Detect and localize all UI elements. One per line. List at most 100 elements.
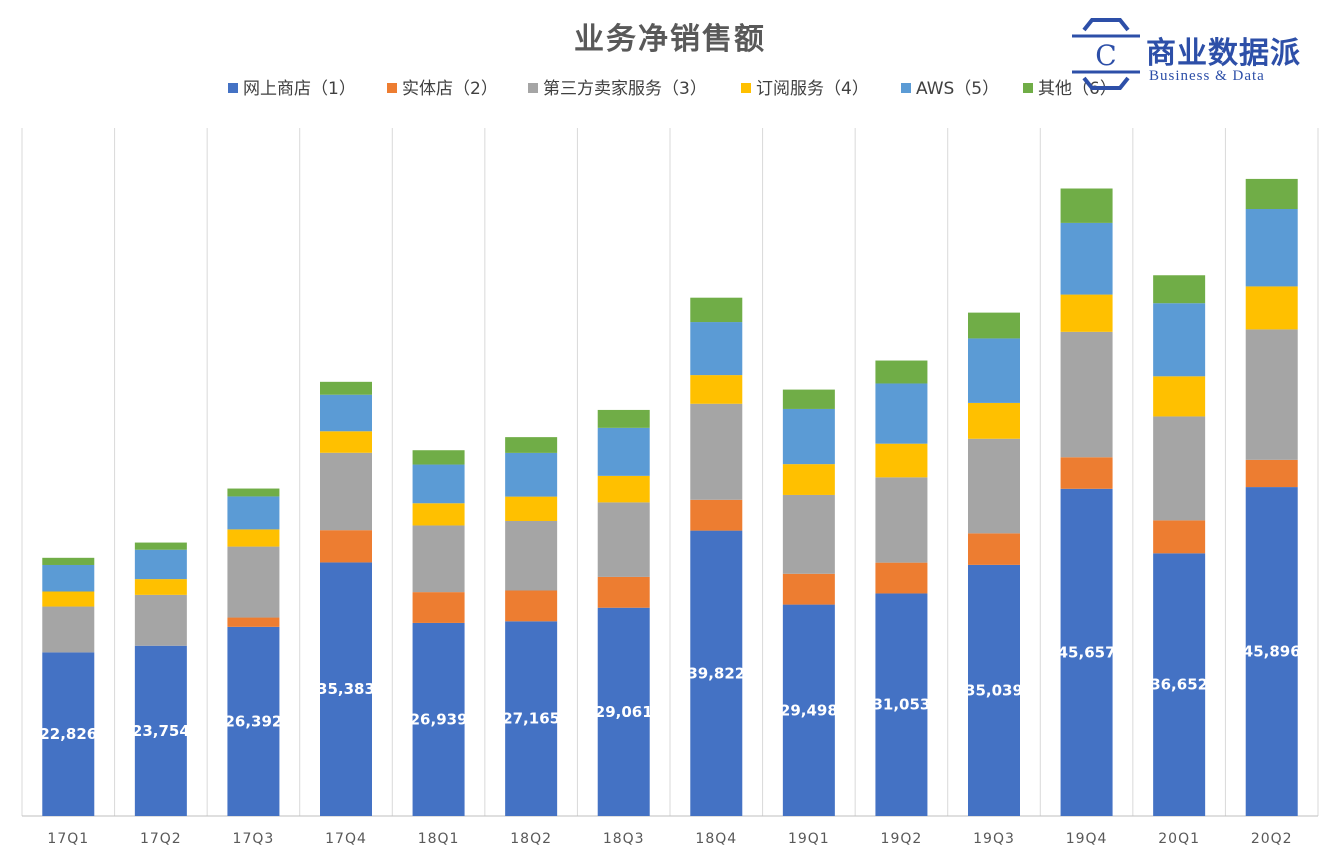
bar-segment-18Q4-s4 [690, 322, 743, 376]
bar-segment-20Q2-s3 [1245, 286, 1298, 330]
bar-segment-19Q2-s0 [875, 593, 928, 816]
bar-segment-18Q3-s2 [597, 502, 650, 577]
legend-label: 第三方卖家服务（3） [543, 79, 707, 99]
bar-segment-17Q1-s0 [42, 652, 95, 816]
legend-swatch-third-party-seller [528, 83, 538, 93]
bar-segment-18Q2-s4 [505, 452, 558, 497]
bar-segment-19Q2-s1 [875, 562, 928, 594]
bar-segment-17Q3-s5 [227, 488, 280, 497]
bar-segment-17Q1-s3 [42, 591, 95, 607]
legend-swatch-aws [901, 83, 911, 93]
bar-segment-17Q1-s2 [42, 606, 95, 653]
legend-item-aws: AWS（5） [901, 76, 999, 102]
bar-segment-17Q3-s3 [227, 529, 280, 547]
data-label-17Q1: 22,826 [39, 725, 97, 743]
legend-item-physical-stores: 实体店（2） [387, 76, 498, 102]
bar-segment-19Q4-s3 [1060, 294, 1113, 332]
legend-item-online-stores: 网上商店（1） [228, 76, 356, 102]
bar-segment-19Q2-s4 [875, 383, 928, 444]
data-label-17Q2: 23,754 [132, 722, 190, 740]
legend-swatch-online-stores [228, 83, 238, 93]
bar-segment-18Q3-s1 [597, 576, 650, 608]
bar-segment-19Q3-s1 [968, 533, 1020, 565]
bar-segment-20Q1-s2 [1153, 416, 1206, 521]
bar-segment-18Q1-s5 [412, 450, 465, 465]
legend-label: AWS（5） [916, 79, 1000, 99]
bar-segment-18Q3-s3 [597, 475, 650, 503]
bar-segment-19Q1-s0 [782, 604, 835, 816]
bar-segment-20Q2-s0 [1245, 487, 1298, 816]
bar-segment-19Q3-s0 [968, 564, 1020, 816]
bar-segment-19Q4-s4 [1060, 222, 1113, 295]
data-label-18Q1: 26,939 [410, 710, 468, 728]
data-label-20Q2: 45,896 [1243, 643, 1301, 661]
bar-segment-18Q2-s2 [505, 520, 558, 591]
bar-segment-18Q2-s3 [505, 496, 558, 521]
data-label-19Q4: 45,657 [1058, 643, 1116, 661]
bar-segment-19Q1-s4 [782, 408, 835, 465]
bar-segment-18Q4-s2 [690, 403, 743, 500]
bar-segment-19Q4-s1 [1060, 457, 1113, 489]
bar-segment-20Q1-s4 [1153, 303, 1206, 377]
x-tick-label-20Q2: 20Q2 [1251, 831, 1293, 847]
bar-segment-20Q1-s1 [1153, 520, 1206, 554]
bar-segment-17Q4-s0 [320, 562, 372, 816]
x-tick-label-17Q2: 17Q2 [140, 831, 182, 847]
bar-segment-20Q2-s4 [1245, 209, 1298, 287]
bar-segment-19Q1-s3 [782, 464, 835, 495]
bar-segment-17Q3-s4 [227, 496, 280, 530]
logo-mark-letter: C [1095, 39, 1116, 72]
data-label-20Q1: 36,652 [1150, 676, 1208, 694]
logo-tagline: Business & Data [1149, 68, 1265, 84]
bar-segment-19Q1-s2 [782, 494, 835, 574]
bar-segment-19Q1-s1 [782, 573, 835, 605]
bar-segment-19Q3-s2 [968, 438, 1020, 534]
legend-label: 网上商店（1） [243, 79, 356, 99]
x-tick-label-19Q1: 19Q1 [788, 831, 830, 847]
bar-segment-17Q2-s3 [134, 579, 187, 595]
bar-segment-20Q2-s1 [1245, 459, 1298, 488]
x-tick-label-19Q4: 19Q4 [1066, 831, 1108, 847]
bar-segment-19Q2-s5 [875, 360, 928, 384]
bar-segment-17Q4-s2 [320, 452, 372, 531]
bar-segment-18Q4-s3 [690, 375, 743, 404]
data-label-19Q1: 29,498 [780, 701, 838, 719]
bar-segment-18Q2-s1 [505, 590, 558, 622]
bar-segment-17Q2-s5 [134, 542, 187, 550]
data-label-17Q3: 26,392 [224, 712, 282, 730]
bar-segment-18Q4-s5 [690, 297, 743, 323]
logo-mark-icon: C [1072, 18, 1140, 90]
legend-item-third-party-seller: 第三方卖家服务（3） [528, 76, 707, 102]
bar-segment-17Q4-s1 [320, 530, 372, 563]
bar-segment-19Q3-s4 [968, 338, 1020, 403]
bar-segment-19Q1-s5 [782, 389, 835, 409]
bar-segment-20Q2-s2 [1245, 329, 1298, 460]
bar-segment-19Q4-s2 [1060, 331, 1113, 458]
bar-segment-17Q3-s1 [227, 617, 280, 627]
bar-segment-18Q2-s5 [505, 437, 558, 453]
data-label-19Q3: 35,039 [965, 681, 1023, 699]
data-label-18Q3: 29,061 [595, 703, 653, 721]
x-tick-label-17Q4: 17Q4 [325, 831, 367, 847]
x-tick-label-19Q3: 19Q3 [973, 831, 1015, 847]
legend-label: 实体店（2） [402, 79, 498, 99]
bar-segment-20Q2-s5 [1245, 178, 1298, 210]
data-label-18Q4: 39,822 [687, 664, 745, 682]
legend-swatch-physical-stores [387, 83, 397, 93]
bar-segment-19Q4-s0 [1060, 488, 1113, 816]
bar-segment-17Q1-s5 [42, 557, 95, 565]
bar-segment-18Q3-s4 [597, 427, 650, 476]
bar-segment-20Q1-s0 [1153, 553, 1206, 816]
bar-segment-19Q3-s5 [968, 312, 1020, 339]
x-tick-label-18Q4: 18Q4 [695, 831, 737, 847]
bar-segment-19Q3-s3 [968, 402, 1020, 439]
bar-segment-17Q2-s0 [134, 645, 187, 816]
bar-segment-18Q1-s2 [412, 525, 465, 593]
bar-segment-19Q2-s3 [875, 443, 928, 478]
x-tick-label-17Q3: 17Q3 [233, 831, 275, 847]
bar-segment-17Q4-s3 [320, 431, 372, 453]
x-tick-label-18Q2: 18Q2 [510, 831, 552, 847]
bar-segment-18Q1-s4 [412, 464, 465, 504]
